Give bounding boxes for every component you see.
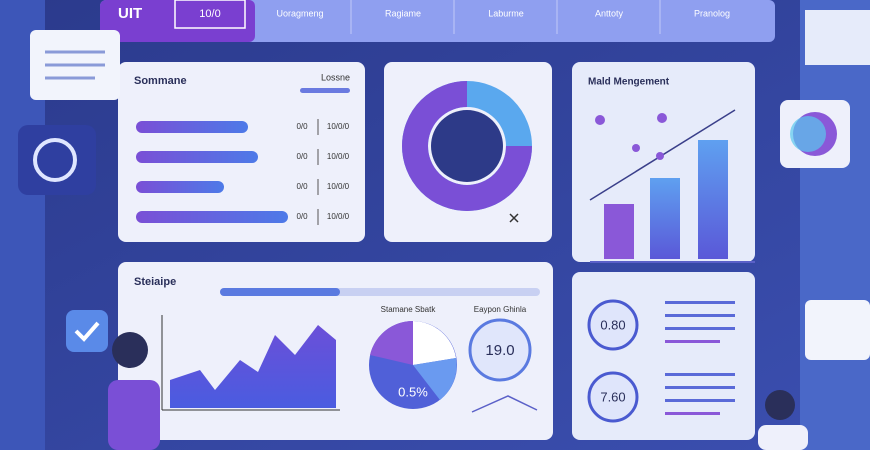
summary-link: Lossne — [321, 72, 350, 82]
row-label: 0/0 — [296, 152, 308, 161]
summary-bar — [136, 121, 248, 133]
row-value: 10/0/0 — [327, 122, 350, 131]
icon-tile — [18, 125, 96, 195]
right-panel — [800, 0, 870, 450]
logo: UIT — [118, 5, 142, 22]
donut-hole — [431, 110, 503, 182]
badge: 10/0 — [199, 8, 220, 20]
nav-tab: Anttoty — [595, 8, 624, 18]
pie-slice — [413, 321, 456, 365]
node — [657, 113, 667, 123]
row-value: 10/0/0 — [327, 152, 350, 161]
person-body — [758, 425, 808, 450]
side-icon — [790, 116, 826, 152]
pie-label: 0.5% — [398, 384, 428, 399]
pie-title: Stamane Sbatk — [381, 305, 437, 314]
progress-fill — [220, 288, 340, 296]
check-tile — [66, 310, 108, 352]
donut-segment — [402, 81, 532, 211]
stat-value: 19.0 — [485, 342, 514, 359]
row-label: 0/0 — [296, 182, 308, 191]
check-mark — [74, 321, 100, 342]
kpi-circle — [587, 299, 639, 351]
kpi-line — [665, 373, 735, 376]
kpi-line — [665, 301, 735, 304]
kpi-value: 0.80 — [600, 317, 625, 332]
summary-bar — [136, 211, 288, 223]
person-body — [108, 380, 160, 450]
header-bar — [100, 0, 775, 42]
person-head — [765, 390, 795, 420]
row-value: 10/0/0 — [327, 212, 350, 221]
row-value: 10/0/0 — [327, 182, 350, 191]
mini-line — [471, 395, 538, 413]
statistics-title: Steiaipe — [134, 276, 176, 288]
kpi-value: 7.60 — [600, 389, 625, 404]
kpi-line — [665, 412, 720, 415]
summary-bar — [136, 151, 258, 163]
icon-circle — [33, 138, 77, 182]
column — [604, 204, 634, 259]
area-chart — [170, 325, 336, 408]
kpi-line — [665, 340, 720, 343]
side-note — [805, 300, 870, 360]
node — [656, 152, 664, 160]
column — [698, 140, 728, 259]
kpi-line — [665, 399, 735, 402]
summary-title: Sommane — [134, 75, 187, 87]
summary-underline — [300, 88, 350, 93]
badge-box — [174, 0, 246, 29]
person-head — [112, 332, 148, 368]
nav-tab: Laburme — [488, 8, 524, 18]
management-title: Mald Mengement — [588, 77, 670, 88]
nav-tab: Pranolog — [694, 8, 730, 18]
kpi-line — [665, 314, 735, 317]
node — [595, 115, 605, 125]
side-chart-card — [805, 10, 870, 65]
kpi-line — [665, 386, 735, 389]
row-label: 0/0 — [296, 122, 308, 131]
nav-tab: Uoragmeng — [276, 8, 323, 18]
summary-bar — [136, 181, 224, 193]
header-logo-block — [100, 0, 255, 42]
column — [650, 178, 680, 259]
close-icon — [509, 213, 519, 223]
pie-slice — [370, 320, 413, 365]
row-label: 0/0 — [296, 212, 308, 221]
node — [632, 144, 640, 152]
stat-title: Eaypon Ghinla — [474, 305, 527, 314]
stat-circle — [468, 318, 532, 382]
nav-tab: Ragiame — [385, 8, 421, 18]
kpi-line — [665, 327, 735, 330]
kpi-circle — [587, 371, 639, 423]
pie-slice — [413, 358, 457, 400]
